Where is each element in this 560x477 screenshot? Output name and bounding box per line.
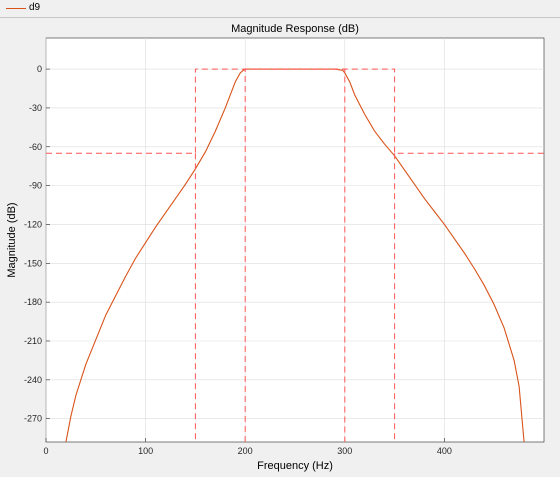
series-line-passband-mask (244, 68, 346, 442)
y-tick-label--120: -120 (24, 219, 42, 229)
series-line-d9 (65, 68, 525, 442)
x-tick-label-0: 0 (43, 446, 48, 456)
x-axis-title: Frequency (Hz) (257, 460, 333, 472)
legend-bar: d9 (0, 0, 560, 18)
y-tick-label--150: -150 (24, 258, 42, 268)
x-tick-label-400: 400 (437, 446, 452, 456)
x-tick-label-300: 300 (337, 446, 352, 456)
legend-swatch-d9 (6, 8, 26, 9)
chart-title: Magnitude Response (dB) (231, 23, 359, 35)
y-tick-label--30: -30 (29, 103, 42, 113)
legend-label-d9: d9 (29, 2, 41, 13)
y-tick-label--270: -270 (24, 414, 42, 424)
x-tick-label-100: 100 (138, 446, 153, 456)
y-tick-label--240: -240 (24, 375, 42, 385)
plot-area (45, 37, 545, 443)
y-axis-title: Magnitude (dB) (6, 202, 18, 277)
series-layer (46, 68, 544, 442)
y-tick-label--90: -90 (29, 181, 42, 191)
y-tick-label--180: -180 (24, 297, 42, 307)
tick-layer: 0 100 200 300 400 0 -30 -60 -90 -120 -150 -180 -210 -… (24, 64, 452, 456)
x-tick-label-200: 200 (238, 446, 253, 456)
y-tick-label--210: -210 (24, 336, 42, 346)
y-tick-label--60: -60 (29, 142, 42, 152)
y-tick-label-0: 0 (37, 64, 42, 74)
